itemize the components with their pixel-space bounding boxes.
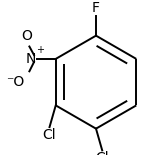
Text: N: N [26,52,36,66]
Text: +: + [36,45,44,55]
Text: Cl: Cl [43,128,56,142]
Text: F: F [92,1,100,15]
Text: Cl: Cl [95,151,109,155]
Text: ⁻O: ⁻O [6,75,24,89]
Text: O: O [21,29,32,43]
